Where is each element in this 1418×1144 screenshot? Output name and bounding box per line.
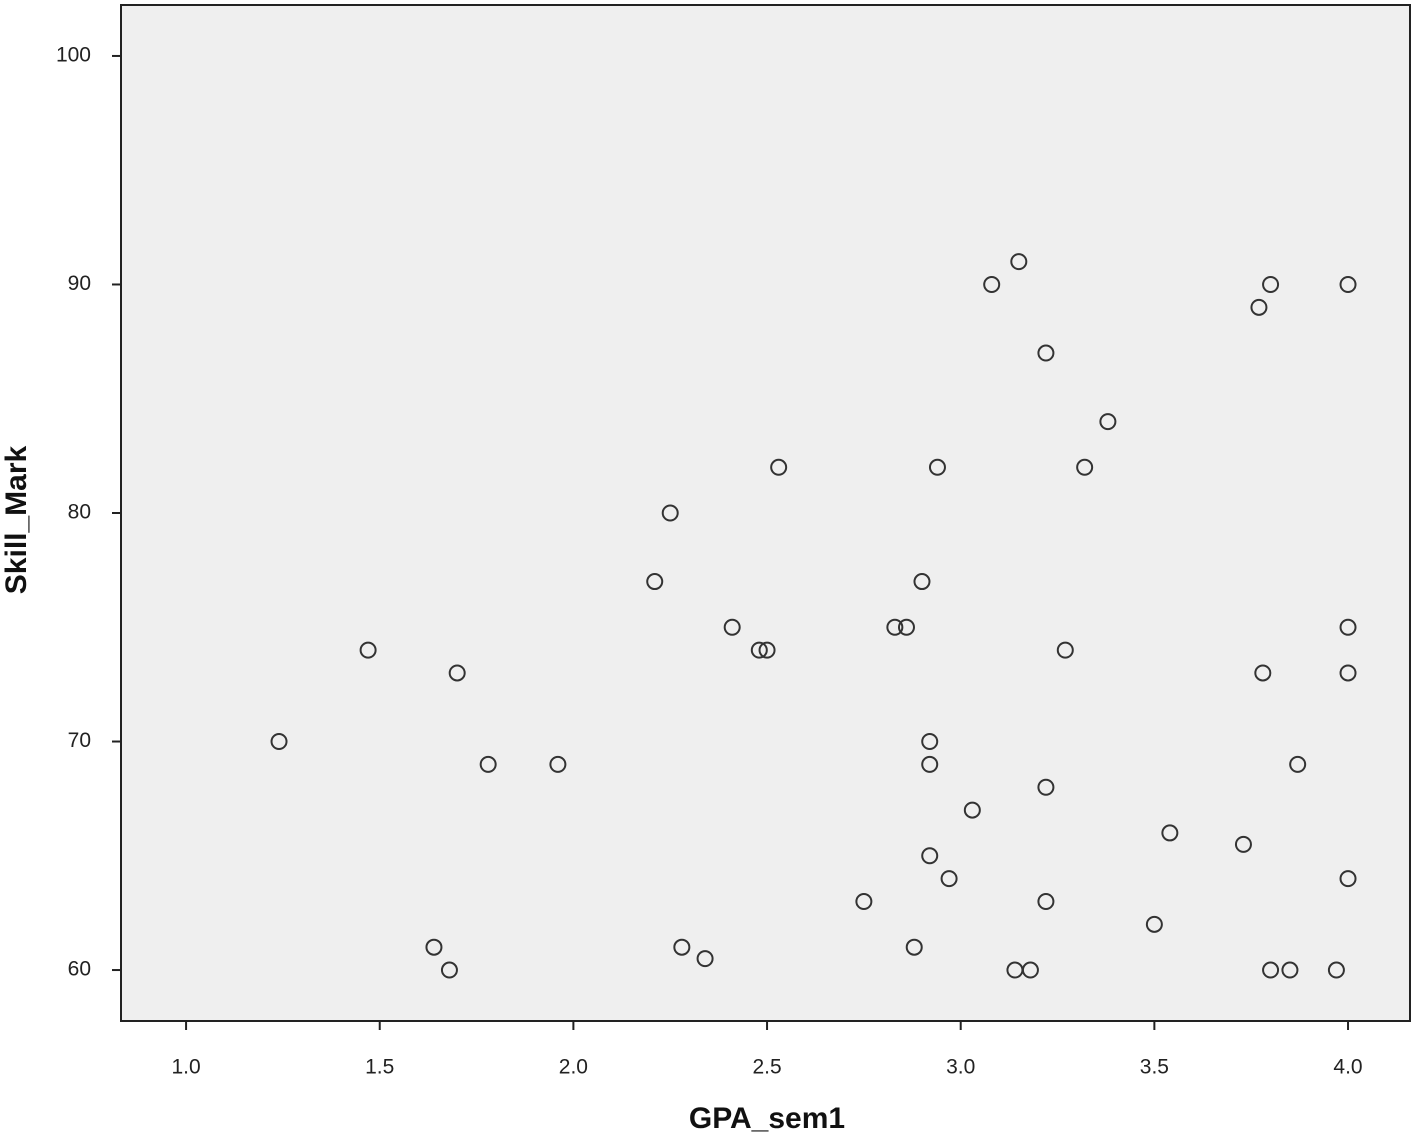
point (758, 641, 776, 659)
point (1262, 275, 1280, 293)
point (270, 733, 288, 751)
point (886, 618, 904, 636)
point (696, 950, 714, 968)
point (1254, 664, 1272, 682)
point (1037, 344, 1055, 362)
x-tick-label: 1.0 (171, 1056, 200, 1079)
x-tick-label: 2.0 (559, 1056, 588, 1079)
point (921, 755, 939, 773)
point (1339, 664, 1357, 682)
point (913, 573, 931, 591)
point (549, 755, 567, 773)
y-axis-title: Skill_Mark (0, 445, 33, 594)
plot-area (120, 4, 1411, 1022)
x-tick-label: 1.5 (365, 1056, 394, 1079)
point (921, 733, 939, 751)
point (1234, 835, 1252, 853)
point (1339, 870, 1357, 888)
point (897, 618, 915, 636)
point (448, 664, 466, 682)
point (1262, 961, 1280, 979)
point (963, 801, 981, 819)
point (1339, 618, 1357, 636)
point (1099, 413, 1117, 431)
point (1021, 961, 1039, 979)
x-tick-label: 3.5 (1140, 1056, 1169, 1079)
x-tick-label: 2.5 (752, 1056, 781, 1079)
point (855, 892, 873, 910)
y-tick-label: 70 (68, 729, 91, 752)
point (646, 573, 664, 591)
y-tick-label: 60 (68, 958, 91, 981)
x-axis-title: GPA_sem1 (689, 1102, 845, 1135)
point (359, 641, 377, 659)
point (770, 458, 788, 476)
point (921, 847, 939, 865)
point (1250, 298, 1268, 316)
point (1289, 755, 1307, 773)
point (1145, 915, 1163, 933)
x-tick-label: 4.0 (1333, 1056, 1362, 1079)
point (1161, 824, 1179, 842)
x-tick-label: 3.0 (946, 1056, 975, 1079)
point (940, 870, 958, 888)
y-tick-label: 90 (68, 272, 91, 295)
point (1339, 275, 1357, 293)
point (1037, 892, 1055, 910)
point (1327, 961, 1345, 979)
point (750, 641, 768, 659)
point (1076, 458, 1094, 476)
point (723, 618, 741, 636)
point (673, 938, 691, 956)
point (1010, 253, 1028, 271)
point (928, 458, 946, 476)
point (425, 938, 443, 956)
point (1056, 641, 1074, 659)
point (983, 275, 1001, 293)
point (1037, 778, 1055, 796)
y-tick-label: 100 (56, 44, 91, 67)
y-tick-label: 80 (68, 501, 91, 524)
point (905, 938, 923, 956)
point (440, 961, 458, 979)
point (661, 504, 679, 522)
point (479, 755, 497, 773)
point (1281, 961, 1299, 979)
